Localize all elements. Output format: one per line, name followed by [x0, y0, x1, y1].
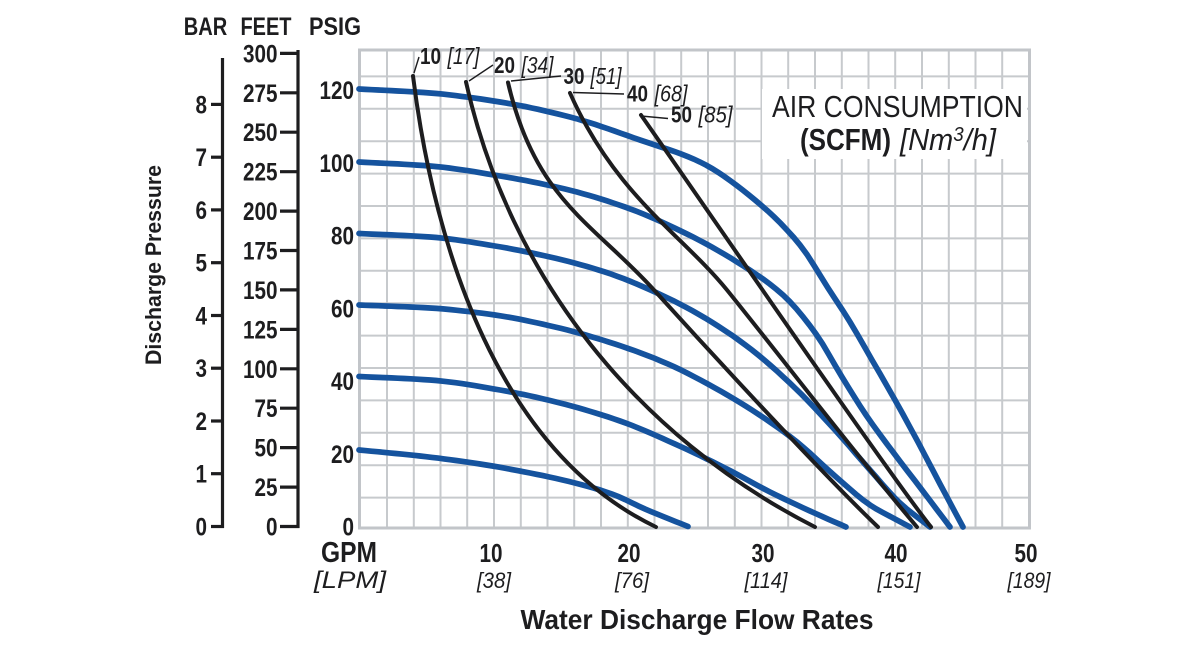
svg-text:[151]: [151] [877, 568, 922, 593]
svg-text:30: 30 [564, 63, 585, 89]
svg-text:[34]: [34] [521, 52, 554, 78]
svg-text:(SCFM): (SCFM) [800, 122, 891, 157]
svg-text:150: 150 [243, 277, 278, 305]
svg-text:[189]: [189] [1007, 568, 1052, 593]
svg-text:[38]: [38] [476, 568, 512, 593]
svg-text:1: 1 [196, 461, 208, 489]
svg-text:[17]: [17] [447, 43, 480, 69]
svg-text:125: 125 [243, 316, 278, 344]
svg-text:20: 20 [331, 441, 354, 469]
svg-text:40: 40 [331, 368, 354, 396]
svg-text:300: 300 [243, 40, 278, 68]
svg-text:[Nm3/h]: [Nm3/h] [899, 122, 997, 157]
svg-text:100: 100 [320, 150, 355, 178]
svg-text:[68]: [68] [654, 81, 688, 107]
svg-text:50: 50 [255, 435, 278, 463]
svg-text:40: 40 [885, 538, 908, 568]
svg-text:FEET: FEET [241, 13, 292, 41]
svg-text:0: 0 [343, 514, 355, 542]
svg-text:50: 50 [1015, 538, 1038, 568]
svg-text:100: 100 [243, 356, 278, 384]
svg-text:120: 120 [320, 77, 355, 105]
svg-text:25: 25 [255, 474, 278, 502]
svg-text:2: 2 [196, 408, 208, 436]
svg-text:50: 50 [671, 102, 692, 128]
svg-text:75: 75 [255, 395, 278, 423]
svg-text:200: 200 [243, 198, 278, 226]
svg-text:225: 225 [243, 159, 278, 187]
svg-text:250: 250 [243, 119, 278, 147]
svg-text:Water Discharge Flow Rates: Water Discharge Flow Rates [521, 604, 874, 635]
svg-text:GPM: GPM [321, 537, 377, 569]
svg-text:8: 8 [196, 91, 208, 119]
svg-text:10: 10 [480, 538, 503, 568]
svg-text:BAR: BAR [184, 13, 228, 41]
svg-text:PSIG: PSIG [309, 13, 361, 41]
svg-text:[51]: [51] [590, 63, 622, 89]
svg-text:20: 20 [494, 52, 515, 78]
svg-text:[LPM]: [LPM] [313, 567, 388, 594]
svg-text:275: 275 [243, 80, 278, 108]
svg-text:[114]: [114] [744, 568, 789, 593]
svg-text:3: 3 [196, 355, 208, 383]
svg-text:10: 10 [420, 43, 441, 69]
svg-text:175: 175 [243, 238, 278, 266]
svg-text:30: 30 [752, 538, 775, 568]
svg-text:20: 20 [618, 538, 641, 568]
svg-text:Discharge Pressure: Discharge Pressure [141, 165, 166, 365]
svg-text:4: 4 [196, 302, 208, 330]
svg-text:6: 6 [196, 197, 208, 225]
svg-text:7: 7 [196, 144, 208, 172]
svg-text:AIR CONSUMPTION: AIR CONSUMPTION [772, 89, 1023, 124]
svg-text:[76]: [76] [614, 568, 650, 593]
svg-text:40: 40 [627, 81, 648, 107]
svg-text:0: 0 [196, 514, 208, 542]
svg-text:80: 80 [331, 223, 354, 251]
svg-text:0: 0 [266, 514, 278, 542]
svg-text:60: 60 [331, 295, 354, 323]
svg-text:5: 5 [196, 250, 208, 278]
svg-text:[85]: [85] [698, 102, 733, 128]
